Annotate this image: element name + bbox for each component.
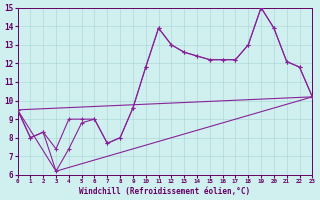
X-axis label: Windchill (Refroidissement éolien,°C): Windchill (Refroidissement éolien,°C) bbox=[79, 187, 251, 196]
